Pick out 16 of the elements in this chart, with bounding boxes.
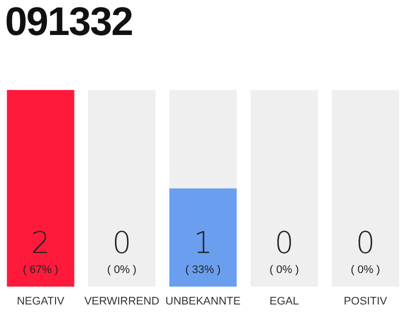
x-tick-label: NEGATIV — [16, 295, 65, 308]
annotation: 1 — [193, 226, 213, 261]
x-tick-label: UNBEKANNTE — [165, 295, 241, 308]
x-tick-label: POSITIV — [344, 295, 388, 308]
annotation: ( 0% ) — [350, 264, 380, 276]
annotation: 2 — [31, 226, 50, 261]
annotation: 0 — [112, 226, 132, 261]
annotation: ( 0% ) — [270, 264, 299, 276]
chart-title: 091332 — [5, 0, 132, 45]
annotation: 0 — [356, 226, 375, 261]
annotation: ( 0% ) — [107, 264, 136, 276]
x-tick-label: VERWIRREND — [84, 295, 160, 308]
annotation: ( 67% ) — [22, 264, 58, 276]
annotation: ( 33% ) — [185, 264, 221, 276]
x-tick-label: EGAL — [270, 295, 299, 308]
annotation: 0 — [274, 226, 294, 261]
